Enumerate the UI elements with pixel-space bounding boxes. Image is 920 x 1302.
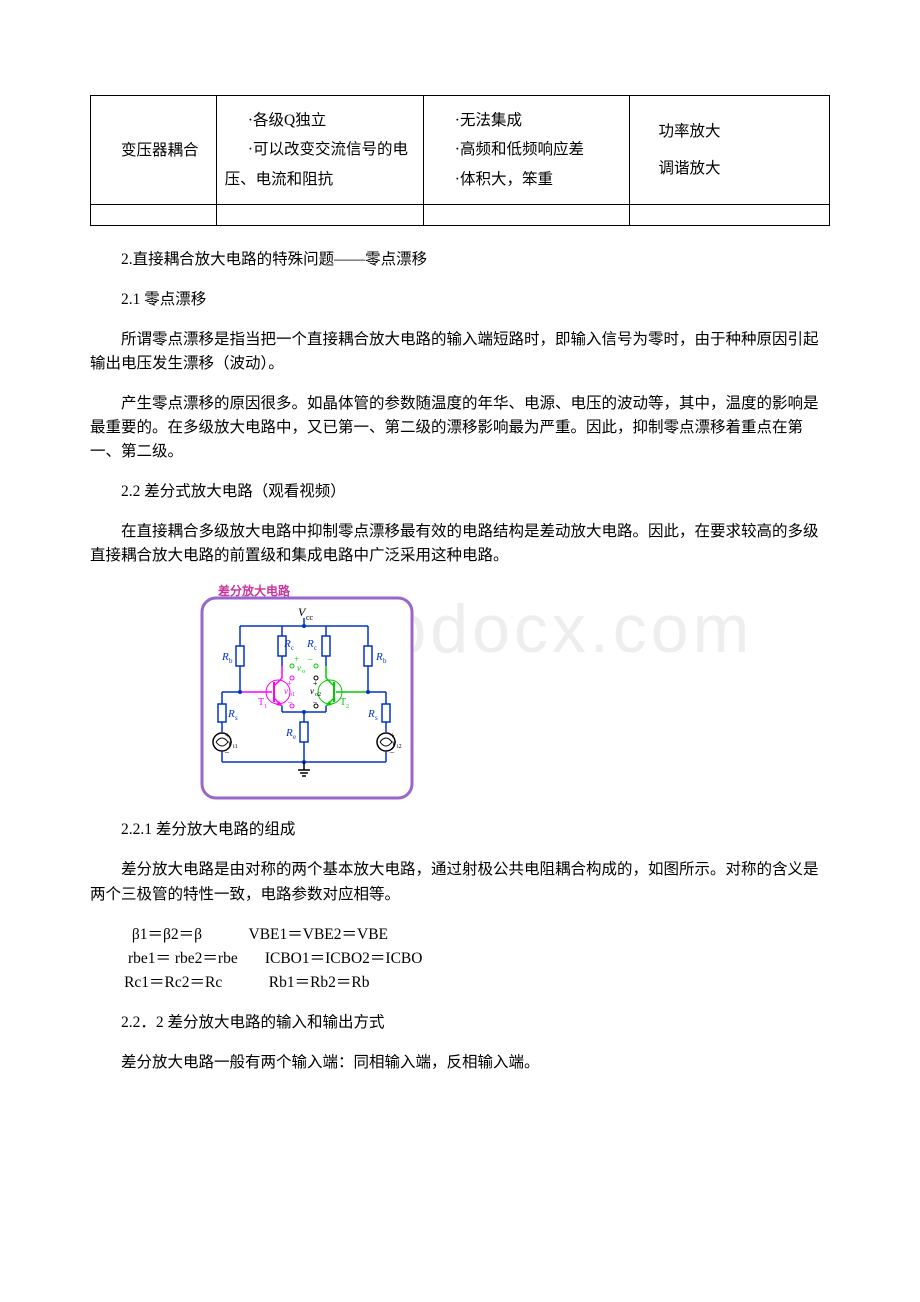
svg-text:v: v (310, 686, 314, 696)
svg-text:R: R (283, 638, 291, 650)
cell-application: 功率放大 调谐放大 (630, 96, 830, 205)
paragraph: 差分放大电路一般有两个输入端：同相输入端，反相输入端。 (90, 1051, 830, 1075)
svg-text:v: v (284, 686, 288, 696)
app-1: 功率放大 (658, 113, 821, 150)
svg-text:v: v (297, 663, 301, 673)
svg-text:s: s (375, 714, 378, 722)
coupling-type: 变压器耦合 (121, 132, 208, 169)
heading-2-2-2: 2.2．2 差分放大电路的输入和输出方式 (90, 1011, 830, 1035)
svg-text:i1: i1 (233, 744, 238, 750)
svg-text:R: R (375, 651, 383, 663)
dis-3: ·体积大，笨重 (432, 165, 622, 194)
svg-text:b: b (229, 657, 233, 665)
parameter-equations: β1＝β2＝β VBE1＝VBE2＝VBE rbe1＝ rbe2＝rbe ICB… (90, 923, 830, 995)
comparison-table: 变压器耦合 ·各级Q独立 ·可以改变交流信号的电压、电流和阻抗 ·无法集成 ·高… (90, 95, 830, 226)
app-2: 调谐放大 (658, 150, 821, 187)
svg-text:cc: cc (306, 613, 314, 622)
adv-1: ·各级Q独立 (225, 106, 415, 135)
svg-text:–: – (307, 654, 313, 664)
svg-text:R: R (306, 638, 314, 650)
svg-text:i2: i2 (397, 744, 402, 750)
svg-text:e: e (293, 733, 296, 741)
cell-disadvantages: ·无法集成 ·高频和低频响应差 ·体积大，笨重 (423, 96, 630, 205)
cell-advantages: ·各级Q独立 ·可以改变交流信号的电压、电流和阻抗 (216, 96, 423, 205)
heading-2-2-1: 2.2.1 差分放大电路的组成 (90, 818, 830, 842)
dis-1: ·无法集成 (432, 106, 622, 135)
svg-text:R: R (367, 708, 375, 720)
paragraph: 在直接耦合多级放大电路中抑制零点漂移最有效的电路结构是差动放大电路。因此，在要求… (90, 520, 830, 568)
param-line: β1＝β2＝β VBE1＝VBE2＝VBE (90, 923, 830, 947)
heading-2-2: 2.2 差分式放大电路（观看视频） (90, 480, 830, 504)
svg-text:c: c (314, 644, 317, 652)
paragraph: 所谓零点漂移是指当把一个直接耦合放大电路的输入端短路时，即输入信号为零时，由于种… (90, 328, 830, 376)
cell-label: 变压器耦合 (91, 96, 217, 205)
svg-text:R: R (227, 708, 235, 720)
diagram-title: 差分放大电路 (217, 584, 291, 598)
diff-amp-svg: 差分放大电路 V cc R c (200, 584, 428, 802)
circuit-diagram: 差分放大电路 V cc R c (200, 584, 830, 802)
paragraph: 产生零点漂移的原因很多。如晶体管的参数随温度的年华、电源、电压的波动等，其中，温… (90, 392, 830, 464)
dis-2: ·高频和低频响应差 (432, 135, 622, 164)
svg-text:o: o (302, 669, 305, 675)
heading-2: 2.直接耦合放大电路的特殊问题——零点漂移 (90, 248, 830, 272)
param-line: rbe1＝ rbe2＝rbe ICBO1＝ICBO2＝ICBO (90, 947, 830, 971)
param-line: Rc1＝Rc2＝Rc Rb1＝Rb2＝Rb (90, 971, 830, 995)
heading-2-1: 2.1 零点漂移 (90, 288, 830, 312)
paragraph: 差分放大电路是由对称的两个基本放大电路，通过射极公共电阻耦合构成的，如图所示。对… (90, 858, 830, 906)
adv-2: ·可以改变交流信号的电压、电流和阻抗 (225, 135, 415, 194)
svg-text:2: 2 (346, 704, 349, 710)
table-row: 变压器耦合 ·各级Q独立 ·可以改变交流信号的电压、电流和阻抗 ·无法集成 ·高… (91, 96, 830, 205)
svg-text:s: s (235, 714, 238, 722)
svg-text:R: R (285, 727, 293, 739)
svg-text:c: c (291, 644, 294, 652)
svg-text:1: 1 (264, 704, 267, 710)
svg-text:R: R (221, 651, 229, 663)
table-row-empty (91, 205, 830, 226)
svg-text:b: b (383, 657, 387, 665)
